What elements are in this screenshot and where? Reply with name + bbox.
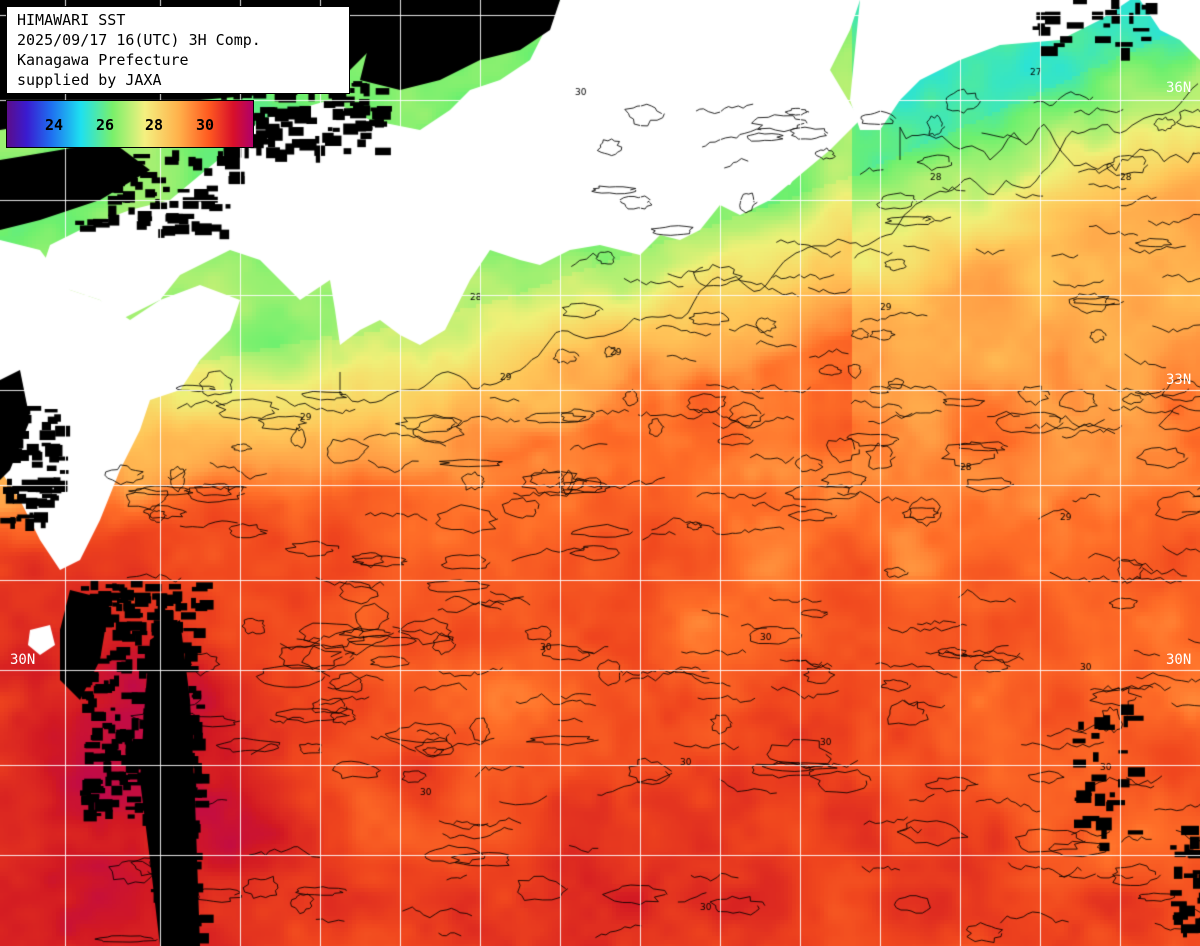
legend-tick-26: 26 <box>96 116 115 134</box>
legend-tick-24: 24 <box>45 116 64 134</box>
latitude-label-30n-right: 30N <box>1166 652 1192 668</box>
agency-name: Kanagawa Prefecture <box>17 51 189 69</box>
product-title: HIMAWARI SST <box>17 11 126 29</box>
legend-tick-30: 30 <box>196 116 215 134</box>
latitude-label-36n: 36N <box>1166 80 1192 96</box>
sst-color-legend: 24 26 28 30 <box>6 100 254 148</box>
composite-datetime: 2025/09/17 16(UTC) 3H Comp. <box>17 31 261 49</box>
latitude-label-30n-left: 30N <box>10 652 36 668</box>
data-credit: supplied by JAXA <box>17 71 162 89</box>
latitude-label-33n: 33N <box>1166 372 1192 388</box>
legend-tick-28: 28 <box>145 116 164 134</box>
map-title-box: HIMAWARI SST 2025/09/17 16(UTC) 3H Comp.… <box>6 6 350 94</box>
